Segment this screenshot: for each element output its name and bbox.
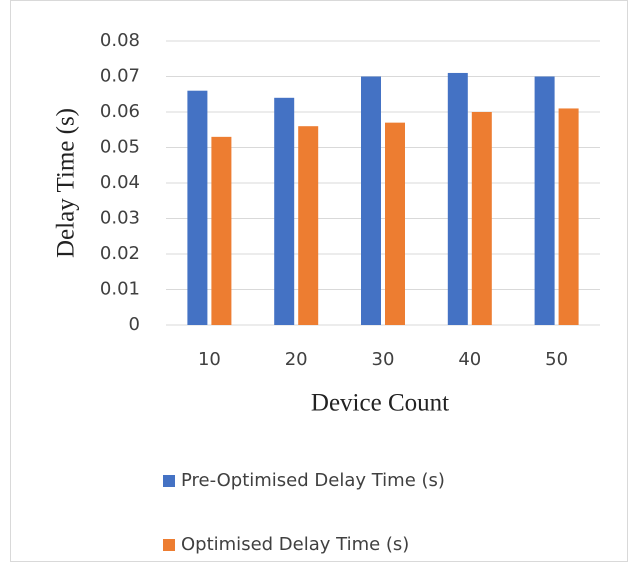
bar [447, 72, 468, 325]
legend-label: Optimised Delay Time (s) [181, 534, 409, 555]
y-tick-label: 0.03 [100, 208, 140, 229]
y-tick-label: 0.02 [100, 243, 140, 264]
x-tick-label: 30 [372, 349, 395, 370]
bar [274, 97, 295, 325]
y-tick-label: 0.04 [100, 172, 140, 193]
x-axis-title: Device Count [311, 390, 449, 417]
y-tick-label: 0.05 [100, 137, 140, 158]
y-tick-label: 0.01 [100, 279, 140, 300]
x-tick-label: 10 [198, 349, 221, 370]
bar [211, 136, 232, 325]
legend-label: Pre-Optimised Delay Time (s) [181, 470, 445, 491]
bar [361, 76, 381, 325]
y-axis-title: Delay Time (s) [53, 108, 80, 258]
legend-swatch [163, 475, 175, 487]
bar [187, 90, 208, 325]
legend-swatch [163, 539, 175, 551]
bar [558, 108, 579, 325]
chart-border [10, 0, 628, 562]
bar [298, 126, 319, 325]
y-tick-label: 0.06 [100, 101, 140, 122]
y-tick-label: 0.07 [100, 66, 140, 87]
bar [471, 112, 492, 325]
bar [385, 122, 405, 326]
x-tick-label: 50 [545, 349, 568, 370]
y-tick-label: 0.08 [100, 30, 140, 51]
y-tick-label: 0 [129, 314, 140, 335]
x-tick-label: 20 [285, 349, 308, 370]
bar [534, 76, 555, 325]
x-tick-label: 40 [458, 349, 481, 370]
